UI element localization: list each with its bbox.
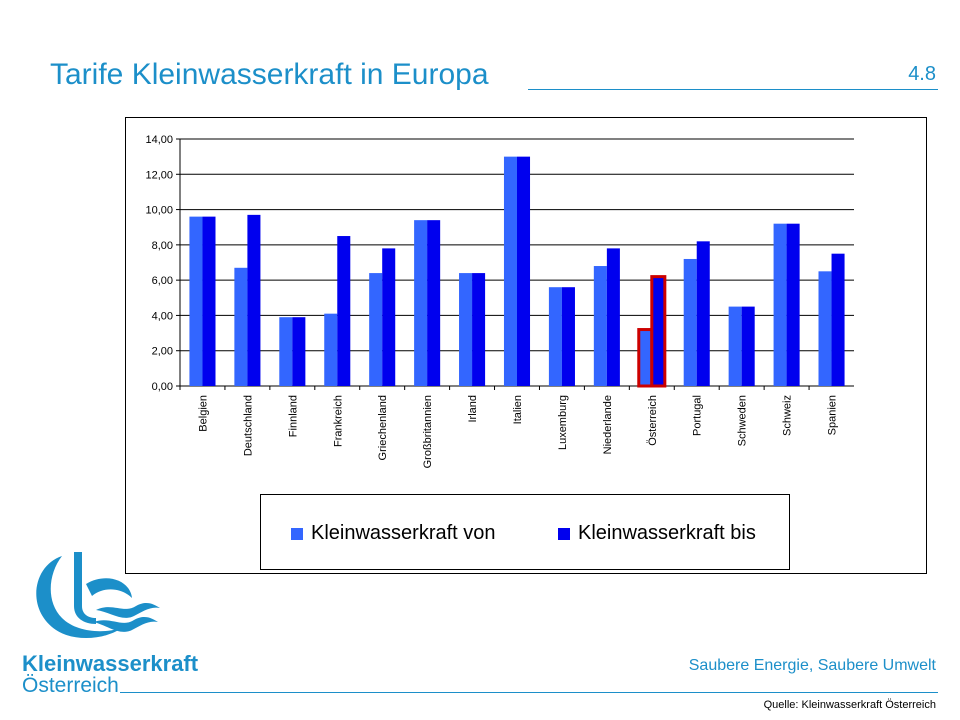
bar	[414, 220, 428, 386]
legend-swatch-bis	[558, 527, 570, 540]
source-note: Quelle: Kleinwasserkraft Österreich	[763, 699, 936, 711]
bar	[517, 156, 531, 386]
legend-label-bis: Kleinwasserkraft bis	[578, 522, 756, 544]
bar	[189, 216, 203, 386]
bar	[382, 248, 396, 386]
x-tick-label: Griechenland	[377, 395, 389, 460]
legend-swatch-von	[291, 527, 303, 540]
y-tick-label: 0,00	[152, 381, 173, 393]
bar	[606, 248, 620, 386]
bar-chart: 0,00 2,00 4,00 6,00 8,00 10,00 12,00 14,00 Belgi…	[145, 134, 854, 468]
x-tick-label: Großbritannien	[422, 395, 434, 468]
bar	[279, 317, 293, 386]
x-tick-label: Schweden	[737, 395, 749, 446]
bar	[459, 273, 473, 386]
bar	[337, 236, 351, 386]
x-tick-label: Belgien	[197, 395, 209, 432]
bar	[427, 220, 441, 386]
bar	[247, 214, 261, 386]
bar	[472, 273, 486, 386]
y-tick-label: 6,00	[152, 275, 173, 287]
legend-item-von: Kleinwasserkraft von	[291, 522, 496, 545]
footer-divider	[120, 692, 938, 693]
x-tick-label: Luxemburg	[557, 395, 569, 450]
bar	[561, 287, 575, 386]
x-tick-label: Portugal	[692, 395, 704, 436]
logo-text-line1: Kleinwasserkraft	[22, 651, 199, 676]
bar	[637, 328, 654, 388]
bar	[202, 216, 216, 386]
y-tick-label: 14,00	[145, 134, 173, 146]
logo-text-line2: Österreich	[22, 674, 119, 697]
bar	[369, 273, 383, 386]
x-tick-label: Frankreich	[332, 395, 344, 447]
bar	[728, 306, 742, 386]
bar	[786, 223, 800, 386]
y-tick-label: 10,00	[145, 205, 173, 217]
title-divider	[528, 89, 938, 90]
chart-legend: Kleinwasserkraft von Kleinwasserkraft bi…	[260, 494, 790, 570]
bar	[324, 313, 338, 386]
x-tick-label: Italien	[512, 395, 524, 424]
bar	[683, 258, 697, 386]
tagline: Saubere Energie, Saubere Umwelt	[688, 657, 936, 674]
bar	[773, 223, 787, 386]
x-tick-label: Österreich	[647, 395, 659, 446]
bar	[818, 271, 832, 386]
x-tick-label: Deutschland	[242, 395, 254, 456]
x-tick-label: Spanien	[827, 395, 839, 435]
slide-number: 4.8	[908, 63, 936, 85]
bar	[650, 275, 667, 388]
bar	[593, 266, 607, 386]
x-tick-label: Finnland	[287, 395, 299, 437]
x-tick-label: Niederlande	[602, 395, 614, 454]
bar	[503, 156, 517, 386]
legend-label-von: Kleinwasserkraft von	[311, 522, 496, 544]
y-tick-label: 8,00	[152, 240, 173, 252]
y-tick-label: 2,00	[152, 346, 173, 358]
legend-item-bis: Kleinwasserkraft bis	[558, 522, 756, 545]
bar	[548, 287, 562, 386]
bar	[234, 267, 248, 386]
bar	[831, 253, 845, 386]
chart-area: 0,00 2,00 4,00 6,00 8,00 10,00 12,00 14,00 Belgi…	[125, 117, 927, 574]
y-tick-label: 4,00	[152, 310, 173, 322]
x-tick-label: Irland	[467, 395, 479, 423]
page-title: Tarife Kleinwasserkraft in Europa	[50, 58, 489, 91]
x-tick-label: Schweiz	[782, 395, 794, 436]
bar	[696, 241, 710, 386]
y-tick-label: 12,00	[145, 169, 173, 181]
logo-icon	[36, 552, 160, 639]
bar	[741, 306, 755, 386]
bar	[292, 317, 306, 386]
